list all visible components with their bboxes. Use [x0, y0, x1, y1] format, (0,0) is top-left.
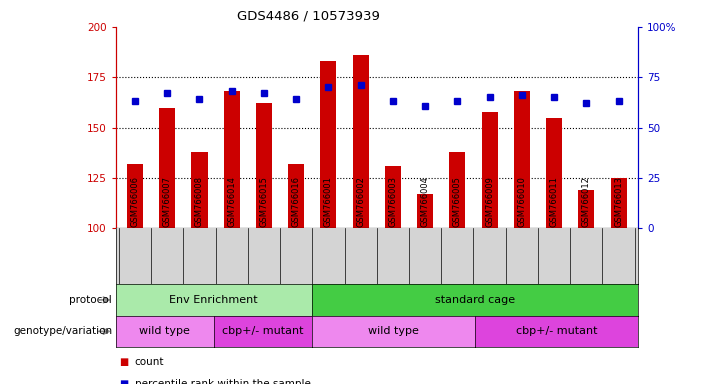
Bar: [320, 61, 336, 228]
Text: Env Enrichment: Env Enrichment: [169, 295, 258, 305]
Bar: [256, 104, 272, 228]
Text: cbp+/- mutant: cbp+/- mutant: [222, 326, 304, 336]
Text: wild type: wild type: [367, 326, 418, 336]
Bar: [417, 194, 433, 228]
Text: cbp+/- mutant: cbp+/- mutant: [515, 326, 597, 336]
Text: count: count: [135, 358, 164, 367]
Text: genotype/variation: genotype/variation: [13, 326, 112, 336]
Text: percentile rank within the sample: percentile rank within the sample: [135, 379, 311, 384]
Bar: [546, 118, 562, 228]
Bar: [159, 108, 175, 228]
Text: GDS4486 / 10573939: GDS4486 / 10573939: [237, 10, 380, 23]
Bar: [578, 190, 594, 228]
Bar: [482, 112, 498, 228]
Text: ■: ■: [119, 379, 128, 384]
Bar: [385, 166, 401, 228]
Bar: [514, 91, 530, 228]
Bar: [127, 164, 143, 228]
Bar: [224, 91, 240, 228]
Text: wild type: wild type: [139, 326, 190, 336]
Text: ■: ■: [119, 358, 128, 367]
Bar: [611, 178, 627, 228]
Text: protocol: protocol: [69, 295, 112, 305]
Bar: [191, 152, 207, 228]
Bar: [449, 152, 465, 228]
Bar: [288, 164, 304, 228]
Bar: [353, 55, 369, 228]
Text: standard cage: standard cage: [435, 295, 515, 305]
